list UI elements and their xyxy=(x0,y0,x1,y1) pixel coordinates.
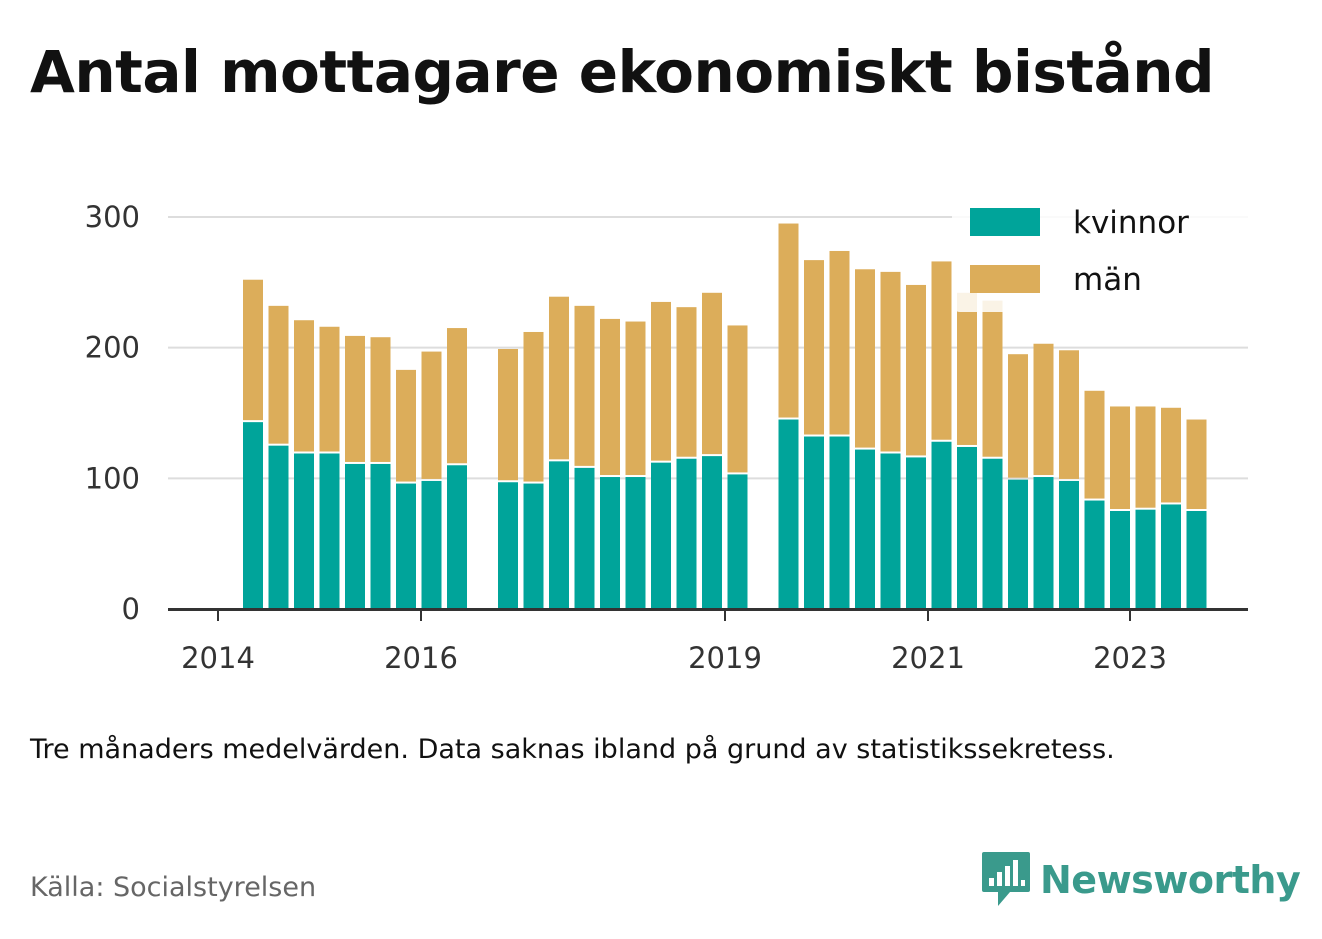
stacked-bar-chart: 0 100 200 300 2014 2016 2019 2021 2023 kvinnor m… xyxy=(84,190,1257,675)
bar-kvinnor xyxy=(319,453,340,609)
brand-logo[interactable]: Newsworthy xyxy=(980,850,1301,910)
bar-man xyxy=(600,318,620,476)
bar-kvinnor xyxy=(294,453,314,609)
bar-man xyxy=(549,296,569,460)
bar-kvinnor xyxy=(1110,511,1130,609)
y-tick-label: 0 xyxy=(122,592,140,626)
chart-title: Antal mottagare ekonomiskt bistånd xyxy=(30,38,1215,106)
bar-man xyxy=(676,307,697,457)
bar-kvinnor xyxy=(447,465,467,609)
bar-man xyxy=(1008,354,1028,478)
bar-man xyxy=(1135,406,1156,508)
bar-kvinnor xyxy=(906,457,926,609)
bar-man xyxy=(574,305,595,466)
bar-man xyxy=(982,300,1003,457)
x-tick-label: 2021 xyxy=(891,641,965,675)
legend-swatch xyxy=(970,208,1040,236)
legend-label: kvinnor xyxy=(1073,205,1189,241)
bar-kvinnor xyxy=(396,483,416,609)
legend-label: män xyxy=(1073,262,1142,298)
bar-kvinnor xyxy=(1059,480,1079,609)
bar-kvinnor xyxy=(268,445,289,609)
bar-kvinnor xyxy=(982,458,1003,609)
x-axis xyxy=(168,608,1248,621)
bar-kvinnor xyxy=(1161,504,1181,609)
bar-kvinnor xyxy=(702,456,722,609)
bar-kvinnor xyxy=(829,436,850,609)
bar-kvinnor xyxy=(600,477,620,609)
brand-name: Newsworthy xyxy=(1040,858,1301,902)
bar-man xyxy=(931,261,952,440)
bar-kvinnor xyxy=(574,467,595,609)
bar-kvinnor xyxy=(498,482,518,609)
bar-man xyxy=(625,321,646,476)
bar-kvinnor xyxy=(880,453,901,609)
bar-man xyxy=(906,284,926,456)
legend: kvinnor män xyxy=(952,190,1257,312)
y-tick-labels: 0 100 200 300 xyxy=(85,200,140,626)
bar-man xyxy=(523,331,544,482)
newsworthy-logo-icon xyxy=(982,852,1030,906)
bar-kvinnor xyxy=(421,480,442,609)
chart-note: Tre månaders medelvärden. Data saknas ib… xyxy=(30,734,1115,765)
bar-man xyxy=(1059,350,1079,479)
bar-kvinnor xyxy=(549,461,569,609)
bar-man xyxy=(1084,390,1105,499)
bar-kvinnor xyxy=(1186,511,1207,609)
bar-man xyxy=(345,335,365,462)
bar-man xyxy=(294,320,314,452)
bar-kvinnor xyxy=(1033,477,1054,609)
bar-man xyxy=(829,250,850,435)
x-tick-label: 2023 xyxy=(1093,641,1167,675)
bar-kvinnor xyxy=(778,419,799,609)
bar-kvinnor xyxy=(727,474,748,609)
bar-man xyxy=(727,325,748,473)
x-tick-label: 2016 xyxy=(384,641,458,675)
bar-man xyxy=(804,260,824,435)
bar-kvinnor xyxy=(855,449,875,609)
bar-kvinnor xyxy=(676,458,697,609)
bar-kvinnor xyxy=(370,463,391,609)
bar-man xyxy=(1161,407,1181,503)
bar-man xyxy=(1186,419,1207,509)
legend-swatch xyxy=(970,265,1040,293)
bar-kvinnor xyxy=(651,462,671,609)
y-tick-label: 200 xyxy=(85,331,140,365)
bar-kvinnor xyxy=(931,441,952,609)
bar-man xyxy=(1110,406,1130,509)
bar-man xyxy=(319,326,340,452)
bar-kvinnor xyxy=(345,463,365,609)
bar-kvinnor xyxy=(804,436,824,609)
bar-kvinnor xyxy=(523,483,544,609)
y-tick-label: 100 xyxy=(85,461,140,495)
bar-man xyxy=(855,269,875,448)
bar-kvinnor xyxy=(957,446,977,609)
source-label: Källa: Socialstyrelsen xyxy=(30,872,317,903)
bar-kvinnor xyxy=(625,477,646,609)
bar-kvinnor xyxy=(1008,479,1028,609)
bar-man xyxy=(421,351,442,479)
bar-kvinnor xyxy=(1135,509,1156,609)
x-tick-labels: 2014 2016 2019 2021 2023 xyxy=(181,641,1167,675)
x-tick-label: 2014 xyxy=(181,641,255,675)
bar-man xyxy=(498,348,518,481)
bar-man xyxy=(880,271,901,452)
bar-man xyxy=(396,369,416,482)
bar-man xyxy=(651,301,671,461)
bar-man xyxy=(778,223,799,418)
x-tick-label: 2019 xyxy=(688,641,762,675)
bar-man xyxy=(957,292,977,445)
bar-man xyxy=(447,328,467,464)
y-tick-label: 300 xyxy=(85,200,140,234)
bar-man xyxy=(268,305,289,444)
bars xyxy=(243,223,1207,609)
bar-man xyxy=(702,292,722,455)
bar-kvinnor xyxy=(243,422,263,609)
bar-kvinnor xyxy=(1084,500,1105,609)
bar-man xyxy=(1033,343,1054,476)
bar-man xyxy=(370,337,391,462)
bar-man xyxy=(243,279,263,421)
